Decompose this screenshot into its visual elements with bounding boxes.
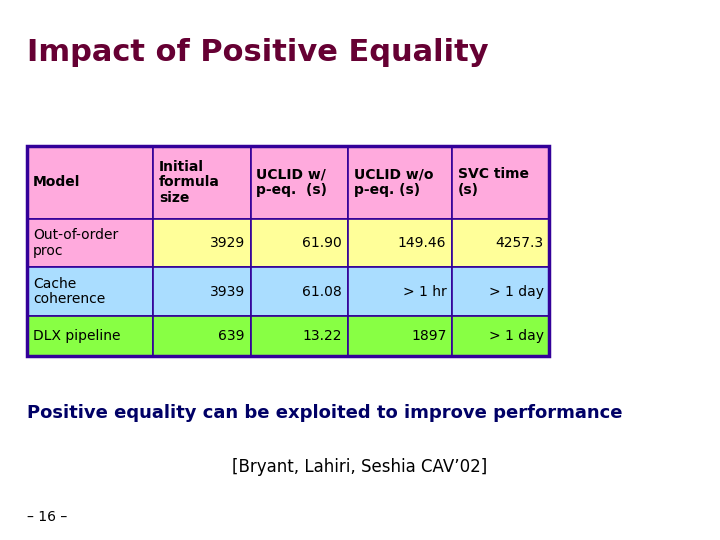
FancyBboxPatch shape xyxy=(251,219,348,267)
FancyBboxPatch shape xyxy=(153,219,251,267)
Text: UCLID w/o
p-eq. (s): UCLID w/o p-eq. (s) xyxy=(354,167,433,197)
FancyBboxPatch shape xyxy=(452,219,549,267)
FancyBboxPatch shape xyxy=(27,267,153,316)
FancyBboxPatch shape xyxy=(27,219,153,267)
FancyBboxPatch shape xyxy=(251,316,348,356)
FancyBboxPatch shape xyxy=(348,316,452,356)
Text: 3939: 3939 xyxy=(210,285,245,299)
Text: Impact of Positive Equality: Impact of Positive Equality xyxy=(27,38,489,67)
Text: – 16 –: – 16 – xyxy=(27,510,68,524)
FancyBboxPatch shape xyxy=(348,219,452,267)
Text: 61.90: 61.90 xyxy=(302,236,342,250)
Text: 13.22: 13.22 xyxy=(302,329,342,343)
Text: DLX pipeline: DLX pipeline xyxy=(33,329,121,343)
Text: 639: 639 xyxy=(218,329,245,343)
Text: > 1 hr: > 1 hr xyxy=(402,285,446,299)
Text: [Bryant, Lahiri, Seshia CAV’02]: [Bryant, Lahiri, Seshia CAV’02] xyxy=(233,458,487,476)
FancyBboxPatch shape xyxy=(452,146,549,219)
FancyBboxPatch shape xyxy=(153,267,251,316)
Text: UCLID w/
p-eq.  (s): UCLID w/ p-eq. (s) xyxy=(256,167,328,197)
Text: Positive equality can be exploited to improve performance: Positive equality can be exploited to im… xyxy=(27,404,623,422)
Text: Model: Model xyxy=(33,176,81,189)
Bar xyxy=(27,146,549,356)
Text: 149.46: 149.46 xyxy=(398,236,446,250)
Text: > 1 day: > 1 day xyxy=(489,329,544,343)
Text: 4257.3: 4257.3 xyxy=(495,236,544,250)
Text: Cache
coherence: Cache coherence xyxy=(33,277,105,306)
FancyBboxPatch shape xyxy=(348,267,452,316)
Text: Out-of-order
proc: Out-of-order proc xyxy=(33,228,118,258)
Text: > 1 day: > 1 day xyxy=(489,285,544,299)
FancyBboxPatch shape xyxy=(153,316,251,356)
Text: 1897: 1897 xyxy=(411,329,446,343)
FancyBboxPatch shape xyxy=(452,267,549,316)
FancyBboxPatch shape xyxy=(153,146,251,219)
FancyBboxPatch shape xyxy=(27,146,153,219)
FancyBboxPatch shape xyxy=(251,146,348,219)
Text: 61.08: 61.08 xyxy=(302,285,342,299)
Text: Initial
formula
size: Initial formula size xyxy=(159,160,220,205)
FancyBboxPatch shape xyxy=(348,146,452,219)
FancyBboxPatch shape xyxy=(452,316,549,356)
FancyBboxPatch shape xyxy=(251,267,348,316)
Text: 3929: 3929 xyxy=(210,236,245,250)
Text: SVC time
(s): SVC time (s) xyxy=(458,167,529,197)
FancyBboxPatch shape xyxy=(27,316,153,356)
